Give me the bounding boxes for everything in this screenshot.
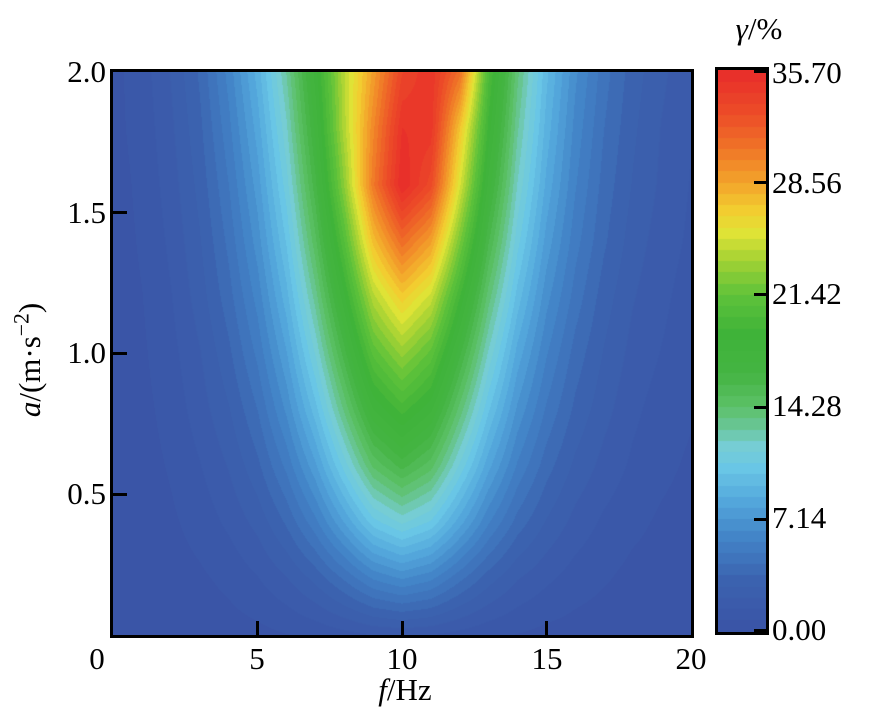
- colorbar-tick-28.56: [754, 180, 766, 184]
- x-tick-label-0: 0: [89, 641, 105, 676]
- y-axis-tick-1.5: [113, 211, 127, 215]
- x-axis-variable: f: [378, 672, 387, 707]
- x-tick-label-20: 20: [675, 641, 707, 676]
- y-tick-label-2p0: 2.0: [67, 54, 106, 89]
- x-axis-label: f/Hz: [378, 673, 431, 707]
- colorbar-tick-14.28: [754, 405, 766, 409]
- colorbar-tick-7.14: [754, 518, 766, 522]
- y-tick-label-1p0: 1.0: [67, 335, 106, 370]
- x-tick-label-10: 10: [386, 641, 418, 676]
- y-axis-label: a/(m·s−2): [9, 302, 47, 418]
- y-axis-tick-1: [113, 352, 127, 355]
- y-axis-tick-0.5: [113, 492, 127, 496]
- cbar-tick-label-0: 0.00: [772, 612, 827, 647]
- y-axis-unit-exponent: −2: [9, 313, 34, 337]
- x-tick-label-15: 15: [531, 641, 563, 676]
- y-tick-label-0p5: 0.5: [67, 476, 106, 511]
- colorbar-unit: /%: [747, 11, 783, 46]
- heatmap-canvas: [113, 72, 691, 635]
- y-axis-unit-close: ): [12, 302, 47, 314]
- x-axis-tick-5: [256, 621, 259, 635]
- colorbar-tick-0: [754, 629, 766, 632]
- cbar-tick-label-28p56: 28.56: [772, 165, 842, 200]
- y-axis-variable: a: [12, 401, 47, 418]
- colorbar-canvas: [718, 70, 766, 632]
- y-tick-label-1p5: 1.5: [67, 195, 106, 230]
- y-axis-unit: /(m·s: [12, 336, 47, 402]
- colorbar-variable: γ: [735, 11, 748, 46]
- colorbar-title: γ/%: [736, 12, 783, 46]
- x-axis-unit: /Hz: [386, 672, 432, 707]
- cbar-tick-label-35p70: 35.70: [772, 55, 842, 90]
- x-axis-tick-10: [400, 621, 404, 635]
- cbar-tick-label-7p14: 7.14: [772, 500, 827, 535]
- colorbar-tick-35.7: [754, 70, 766, 73]
- colorbar-tick-21.42: [754, 293, 766, 297]
- cbar-tick-label-21p42: 21.42: [772, 276, 842, 311]
- x-tick-label-5: 5: [249, 641, 265, 676]
- cbar-tick-label-14p28: 14.28: [772, 388, 842, 423]
- x-axis-tick-15: [545, 621, 548, 635]
